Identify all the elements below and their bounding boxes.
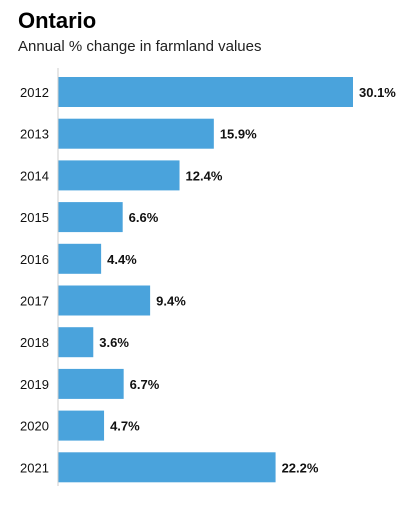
labels-group: 2012 30.1% 2013 15.9% 2014 12.4% 2015 6.6% 2016 4…: [20, 85, 396, 475]
bar-2017: [58, 285, 151, 316]
category-label-2018: 2018: [20, 335, 49, 350]
chart-title: Ontario: [18, 8, 97, 33]
value-label-2020: 4.7%: [110, 419, 140, 434]
bar-2019: [58, 368, 124, 399]
value-label-2014: 12.4%: [186, 168, 223, 183]
bar-2014: [58, 160, 180, 191]
category-label-2020: 2020: [20, 419, 49, 434]
category-label-2016: 2016: [20, 252, 49, 267]
bar-2016: [58, 243, 102, 274]
bar-2013: [58, 118, 214, 149]
value-label-2015: 6.6%: [129, 210, 159, 225]
value-label-2021: 22.2%: [282, 460, 319, 475]
bar-2020: [58, 410, 105, 441]
category-label-2014: 2014: [20, 168, 49, 183]
bar-2015: [58, 202, 123, 233]
bar-2018: [58, 327, 94, 358]
value-label-2012: 30.1%: [359, 85, 396, 100]
category-label-2019: 2019: [20, 377, 49, 392]
category-label-2012: 2012: [20, 85, 49, 100]
value-label-2018: 3.6%: [99, 335, 129, 350]
category-label-2017: 2017: [20, 294, 49, 309]
category-label-2013: 2013: [20, 127, 49, 142]
bars-group: [58, 77, 353, 483]
value-label-2017: 9.4%: [156, 294, 186, 309]
value-label-2019: 6.7%: [130, 377, 160, 392]
value-label-2016: 4.4%: [107, 252, 137, 267]
value-label-2013: 15.9%: [220, 127, 257, 142]
bar-2012: [58, 77, 353, 107]
chart-subtitle: Annual % change in farmland values: [18, 38, 262, 55]
category-label-2021: 2021: [20, 460, 49, 475]
bar-2021: [58, 452, 276, 483]
category-label-2015: 2015: [20, 210, 49, 225]
